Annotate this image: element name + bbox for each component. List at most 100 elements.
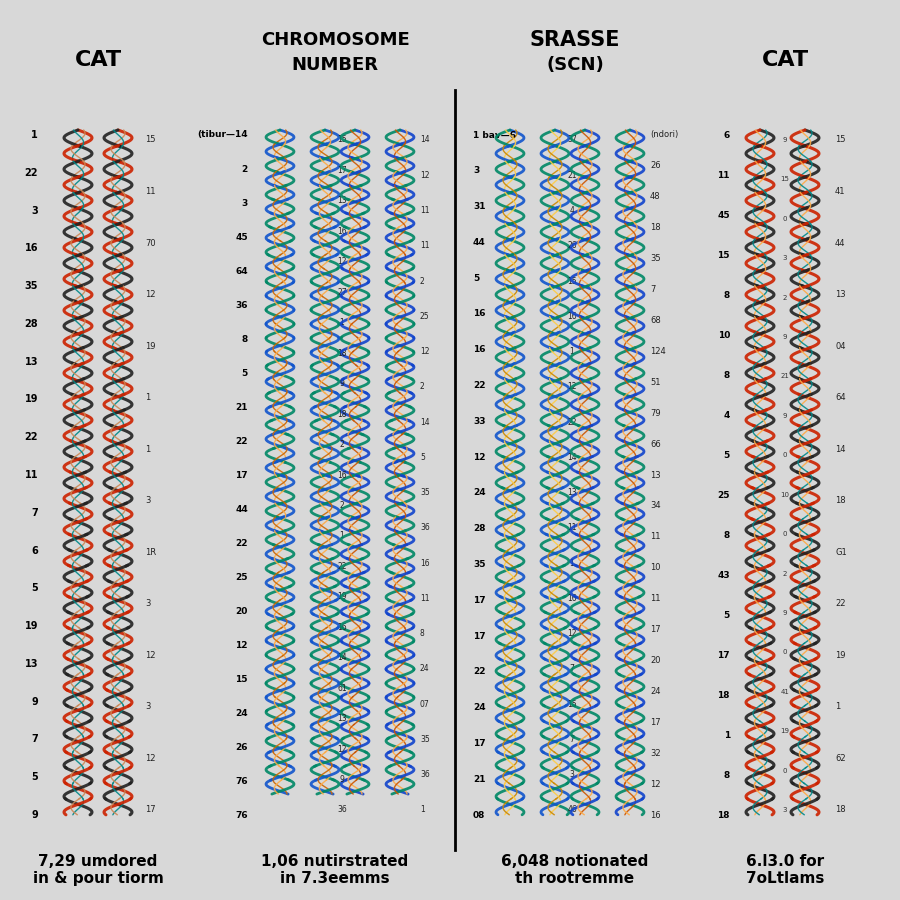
Text: 76: 76 (236, 777, 248, 786)
Text: 26: 26 (567, 241, 577, 250)
Text: 19: 19 (835, 651, 845, 660)
Text: 44: 44 (235, 505, 248, 514)
Text: 64: 64 (835, 393, 846, 402)
Text: 8: 8 (724, 371, 730, 380)
Text: 16: 16 (338, 227, 346, 236)
Text: 12: 12 (567, 382, 577, 392)
Text: 9: 9 (783, 137, 788, 143)
Text: 17: 17 (650, 718, 661, 727)
Text: 16: 16 (473, 346, 485, 355)
Text: 10: 10 (650, 563, 661, 572)
Text: 19: 19 (24, 621, 38, 631)
Text: 19: 19 (780, 728, 789, 734)
Text: 24: 24 (236, 708, 248, 717)
Text: 14: 14 (420, 418, 429, 427)
Text: 3: 3 (145, 702, 150, 711)
Text: 11: 11 (24, 470, 38, 480)
Text: 13: 13 (567, 488, 577, 497)
Text: CHROMOSOME: CHROMOSOME (261, 31, 410, 49)
Text: 10: 10 (780, 491, 789, 498)
Text: 64: 64 (236, 266, 248, 275)
Text: 36: 36 (420, 770, 430, 779)
Text: 2: 2 (420, 276, 425, 285)
Text: 7: 7 (570, 735, 574, 744)
Text: 37: 37 (567, 136, 577, 145)
Text: 35: 35 (24, 281, 38, 291)
Text: 11: 11 (420, 241, 429, 250)
Text: 07: 07 (420, 699, 430, 708)
Text: 18: 18 (338, 410, 346, 418)
Text: 22: 22 (835, 599, 845, 608)
Text: 2: 2 (783, 571, 788, 577)
Text: 11: 11 (717, 170, 730, 179)
Text: 3: 3 (570, 770, 574, 779)
Text: 8: 8 (242, 335, 248, 344)
Text: 15: 15 (780, 176, 789, 183)
Text: 62: 62 (835, 754, 846, 763)
Text: 35: 35 (420, 488, 430, 497)
Text: 33: 33 (473, 417, 485, 426)
Text: 3: 3 (145, 599, 150, 608)
Text: 5: 5 (242, 368, 248, 377)
Text: 14: 14 (338, 653, 346, 662)
Text: 16: 16 (650, 811, 661, 820)
Text: 35: 35 (473, 560, 485, 569)
Text: 79: 79 (650, 409, 661, 418)
Text: 21: 21 (473, 775, 485, 784)
Text: 6,048 notionated
th rootremme: 6,048 notionated th rootremme (501, 854, 649, 886)
Text: 3: 3 (145, 496, 150, 505)
Text: 21: 21 (236, 402, 248, 411)
Text: 12: 12 (145, 754, 156, 763)
Text: 11: 11 (420, 206, 429, 215)
Text: 17: 17 (473, 596, 486, 605)
Text: 15: 15 (145, 136, 156, 145)
Text: 15: 15 (338, 136, 346, 145)
Text: 22: 22 (473, 667, 485, 676)
Text: 16: 16 (338, 471, 346, 480)
Text: 24: 24 (420, 664, 429, 673)
Text: 7: 7 (32, 508, 38, 518)
Text: 04: 04 (835, 342, 845, 351)
Text: 13: 13 (24, 356, 38, 366)
Text: 8: 8 (420, 629, 425, 638)
Text: 16: 16 (567, 311, 577, 320)
Text: 43: 43 (717, 571, 730, 580)
Text: 20: 20 (236, 607, 248, 616)
Text: 22: 22 (24, 432, 38, 442)
Text: 12: 12 (420, 171, 429, 180)
Text: 18: 18 (835, 806, 846, 814)
Text: 22: 22 (338, 562, 346, 571)
Text: 1,06 nutirstrated
in 7.3eemms: 1,06 nutirstrated in 7.3eemms (261, 854, 409, 886)
Text: 17: 17 (145, 806, 156, 814)
Text: 45: 45 (717, 211, 730, 220)
Text: 22: 22 (473, 381, 485, 390)
Text: 14: 14 (420, 136, 429, 145)
Text: 13: 13 (650, 471, 661, 480)
Text: 13: 13 (835, 290, 846, 299)
Text: 3: 3 (783, 807, 788, 813)
Text: 15: 15 (567, 699, 577, 708)
Text: 1: 1 (835, 702, 841, 711)
Text: 12: 12 (145, 651, 156, 660)
Text: 13: 13 (338, 196, 346, 205)
Text: 1: 1 (570, 559, 574, 568)
Text: 25: 25 (420, 311, 429, 320)
Text: 18: 18 (717, 690, 730, 699)
Text: 3: 3 (783, 256, 788, 261)
Text: 20: 20 (650, 656, 661, 665)
Text: 2: 2 (339, 440, 345, 449)
Text: 9: 9 (32, 697, 38, 706)
Text: 18: 18 (650, 223, 661, 232)
Text: 36: 36 (420, 524, 430, 533)
Text: 25: 25 (717, 491, 730, 500)
Text: 16: 16 (420, 559, 429, 568)
Text: 12: 12 (650, 779, 661, 788)
Text: 11: 11 (145, 187, 156, 196)
Text: 5: 5 (724, 610, 730, 619)
Text: 7: 7 (650, 285, 655, 294)
Text: 6.l3.0 for
7oLtlams: 6.l3.0 for 7oLtlams (746, 854, 824, 886)
Text: 9: 9 (339, 775, 345, 784)
Text: 7,29 umdored
in & pour tiorm: 7,29 umdored in & pour tiorm (32, 854, 164, 886)
Text: SRASSE: SRASSE (530, 30, 620, 50)
Text: 51: 51 (650, 378, 661, 387)
